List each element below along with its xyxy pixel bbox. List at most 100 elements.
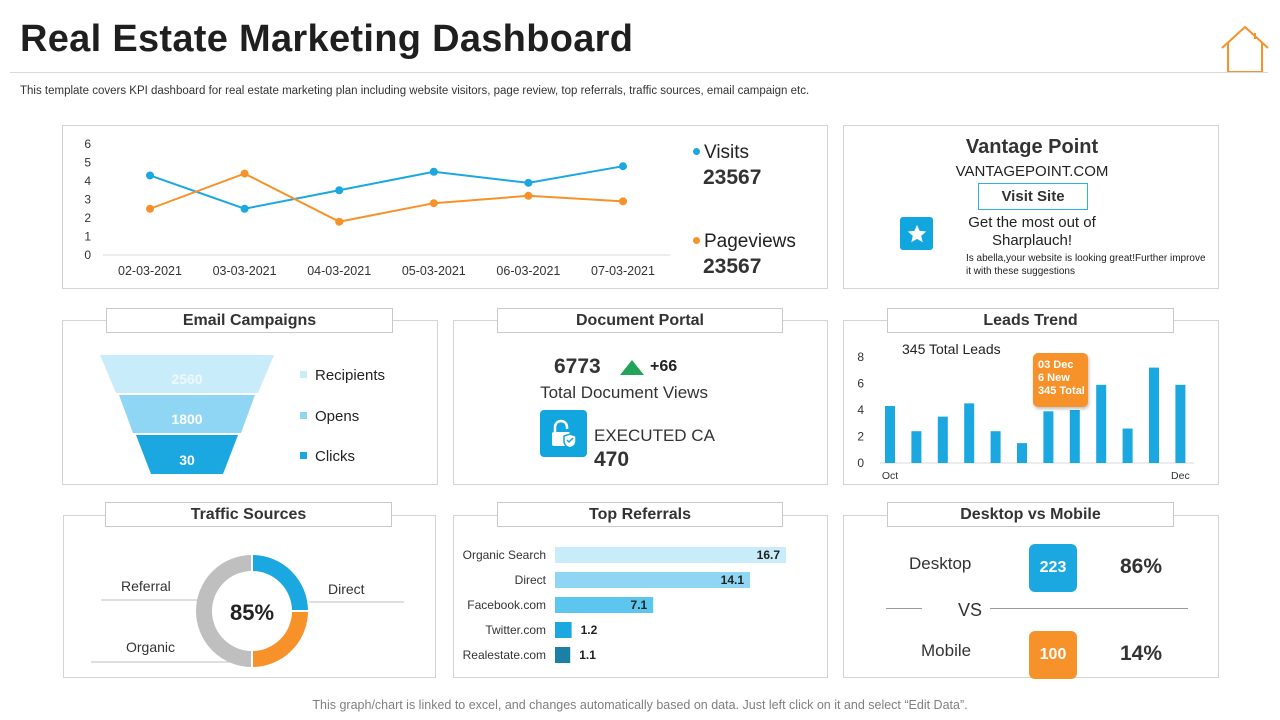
referral-value-label: 16.7 [757,548,781,562]
leads-bar [1175,384,1186,463]
traffic-center-value: 85% [230,600,275,625]
traffic-sources-panel: Referral Direct Organic 85% [63,515,436,678]
desktop-vs-mobile-panel: Desktop 223 86% VS Mobile 100 14% [843,515,1219,679]
star-icon [900,217,933,250]
legend-square [300,451,307,459]
funnel-clicks-value: 30 [179,452,195,468]
visits-legend: Visits 23567 [693,142,761,190]
y-tick-label: 4 [84,174,91,188]
leads-bar [990,431,1001,463]
legend-label: Recipients [315,367,386,384]
pageviews-point [335,217,344,226]
vs-label: VS [958,600,983,620]
x-tick-label: Dec [1171,470,1190,482]
leads-trend-header: Leads Trend [887,308,1174,333]
pageviews-point [240,169,249,178]
funnel-opens-value: 1800 [171,411,203,427]
traffic-sources-chart [91,555,404,667]
leads-tooltip: 03 Dec 6 New 345 Total [1033,353,1088,407]
x-tick-label: 05-03-2021 [402,264,466,278]
funnel-legend-clicks: Clicks [300,448,355,465]
legend-square [300,370,307,378]
vantage-message: Get the most out of Sharplauch! [968,214,1096,249]
visits-point [524,178,533,187]
visits-pageviews-panel: 0 1 2 3 4 5 6 02-03-2021 03-03-2021 04-03-2021 05-… [62,125,828,289]
x-tick-label: Oct [882,470,898,482]
leads-trend-panel: 0 2 4 6 8 Oct Dec 345 Total Leads 03 Dec 6 New… [843,320,1219,485]
page-subtitle: This template covers KPI dashboard for r… [20,85,810,97]
legend-label: Clicks [315,448,355,465]
leads-tooltip-new: 6 New [1038,372,1070,384]
referral-bar [555,647,571,663]
y-tick-label: 1 [84,230,91,244]
visits-legend-label: Visits [704,142,750,163]
y-tick-label: 8 [857,350,864,364]
y-tick-label: 2 [84,211,91,225]
executed-label: EXECUTED CA [594,426,715,445]
visits-point [146,171,154,180]
visits-legend-value: 23567 [703,166,762,189]
referral-category-label: Organic Search [463,548,546,562]
leads-bar [1069,410,1080,463]
leads-bar [964,403,975,463]
pageviews-point [429,199,438,208]
email-funnel [100,355,274,474]
desktop-count: 223 [1029,544,1077,592]
referral-bar [555,572,751,588]
referral-value-label: 14.1 [721,573,745,587]
pageviews-legend-dot [693,237,700,245]
traffic-sources-header: Traffic Sources [105,502,392,527]
email-campaigns-panel: 2560 1800 30 Recipients Opens Clicks [62,320,438,485]
leads-trend-chart: 0 2 4 6 8 Oct Dec [857,350,1194,482]
funnel-legend-recipients: Recipients [300,367,385,384]
visit-site-button[interactable]: Visit Site [978,183,1088,210]
leads-bar [1017,443,1027,463]
pageviews-point [619,197,627,206]
x-tick-label: 03-03-2021 [213,264,277,278]
document-views-count: 6773 [554,355,601,378]
y-tick-label: 6 [84,137,91,151]
vantage-url[interactable]: VANTAGEPOINT.COM [955,163,1109,180]
referral-category-label: Twitter.com [485,623,546,637]
visits-series-line [149,165,624,210]
leads-bar [885,406,895,463]
x-tick-label: 07-03-2021 [591,264,655,278]
vantage-title: Vantage Point [965,136,1099,158]
visits-point [240,204,249,213]
vantage-note: Is abella,your website is looking great!… [966,253,1206,277]
funnel-clicks-segment [136,435,238,474]
pageviews-legend: Pageviews 23567 [693,231,796,279]
referral-category-label: Direct [515,573,547,587]
funnel-legend-opens: Opens [300,408,359,425]
mobile-percent: 14% [1120,642,1163,665]
y-tick-label: 5 [84,156,91,170]
email-campaigns-header: Email Campaigns [106,308,393,333]
y-tick-label: 0 [84,248,91,262]
leads-tooltip-date: 03 Dec [1038,359,1074,371]
triangle-up-icon [620,360,644,375]
footer-note: This graph/chart is linked to excel, and… [312,698,968,712]
document-portal-header: Document Portal [497,308,783,333]
donut-chart [196,555,308,667]
donut-slice-direct [251,555,308,612]
lock-shield-icon [540,410,587,457]
mobile-count: 100 [1029,631,1077,679]
x-tick-label: 04-03-2021 [307,264,371,278]
y-tick-label: 0 [857,456,864,470]
leads-total-label: 345 Total Leads [902,341,1001,357]
traffic-direct-label: Direct [328,581,365,597]
pageviews-point [146,204,154,213]
leads-bar [1149,367,1159,463]
referral-bar [555,597,654,613]
leads-bar [937,416,948,463]
visits-pageviews-chart: 0 1 2 3 4 5 6 02-03-2021 03-03-2021 04-03-2021 05-… [84,137,670,278]
vs-divider-right [990,608,1188,609]
visits-point [429,167,438,176]
house-icon [1221,25,1269,73]
referral-bar [555,622,572,638]
x-tick-label: 02-03-2021 [118,264,182,278]
donut-slice-referral [196,555,253,667]
mobile-label: Mobile [921,641,972,660]
desktop-label: Desktop [909,554,972,573]
document-views-delta: +66 [650,358,678,375]
